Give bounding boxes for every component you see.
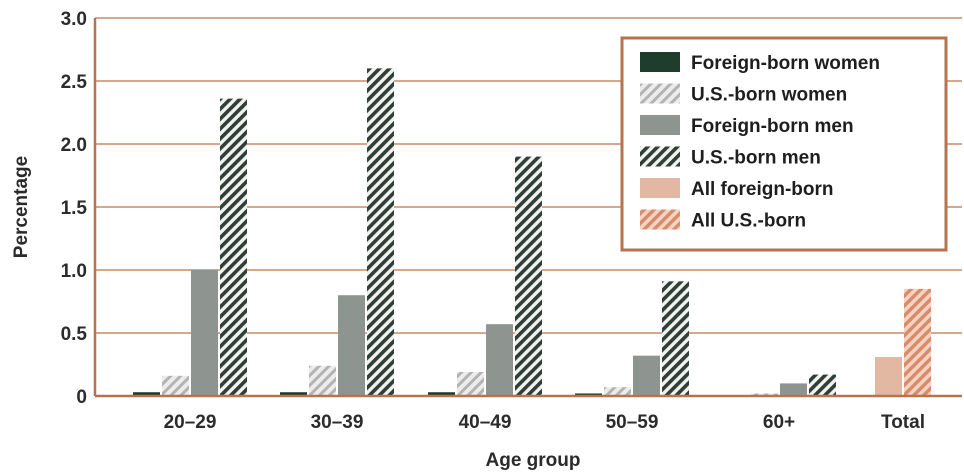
legend-swatch [640, 52, 680, 72]
bar-u-s-born-women-1 [309, 365, 336, 396]
legend: Foreign-born women U.S.-born women Foreign… [620, 36, 948, 252]
legend-label: Foreign-born women [691, 53, 880, 74]
bar-u-s-born-men-1 [367, 68, 394, 397]
bars [133, 68, 931, 397]
bar-foreign-born-women-3 [575, 393, 602, 396]
bar-foreign-born-men-3 [633, 355, 660, 396]
bar-foreign-born-women-1 [280, 392, 307, 396]
y-axis-title: Percentage [11, 156, 32, 258]
x-tick-label: 40–49 [459, 412, 512, 433]
y-tick-label: 0.5 [61, 324, 88, 345]
bar-u-s-born-men-4 [809, 374, 836, 396]
bar-all-u-s-born-5 [904, 288, 931, 396]
bar-foreign-born-men-4 [780, 383, 807, 396]
y-tick-label: 1.5 [61, 198, 88, 219]
bar-all-foreign-born-5 [875, 356, 902, 396]
x-tick-label: 30–39 [311, 412, 364, 433]
legend-label: All foreign-born [691, 179, 833, 200]
y-tick-label: 2.5 [61, 72, 88, 93]
legend-swatch [640, 146, 680, 167]
x-tick-label: 60+ [763, 412, 795, 433]
legend-label: Foreign-born men [691, 116, 854, 137]
axes: 0 0.5 1.0 1.5 2.0 2.5 3.0 20–29 30–39 40–49 50–59 6… [61, 9, 962, 433]
x-tick-label: Total [881, 412, 925, 433]
bar-u-s-born-men-0 [220, 98, 247, 396]
y-tick-label: 0 [76, 387, 87, 408]
legend-swatch [640, 209, 680, 230]
legend-swatch [640, 178, 680, 198]
bar-u-s-born-men-2 [515, 156, 542, 396]
legend-swatch [640, 115, 680, 135]
x-tick-label: 20–29 [164, 412, 217, 433]
legend-label: U.S.-born men [691, 148, 821, 169]
bar-foreign-born-women-2 [428, 392, 455, 396]
legend-swatch [640, 83, 680, 104]
bar-foreign-born-men-0 [191, 270, 218, 396]
bar-u-s-born-women-4 [751, 393, 778, 396]
x-axis-title: Age group [486, 450, 581, 471]
y-tick-label: 2.0 [61, 135, 87, 156]
legend-label: All U.S.-born [691, 211, 806, 232]
bar-u-s-born-women-0 [162, 375, 189, 396]
y-tick-label: 3.0 [61, 9, 87, 30]
bar-foreign-born-women-0 [133, 392, 160, 396]
bar-foreign-born-men-2 [486, 324, 513, 396]
bar-u-s-born-women-3 [604, 387, 631, 396]
bar-u-s-born-men-3 [662, 281, 689, 396]
bar-foreign-born-men-1 [338, 295, 365, 396]
x-tick-label: 50–59 [606, 412, 659, 433]
bar-u-s-born-women-2 [457, 372, 484, 396]
y-tick-label: 1.0 [61, 261, 87, 282]
legend-label: U.S.-born women [691, 85, 847, 106]
